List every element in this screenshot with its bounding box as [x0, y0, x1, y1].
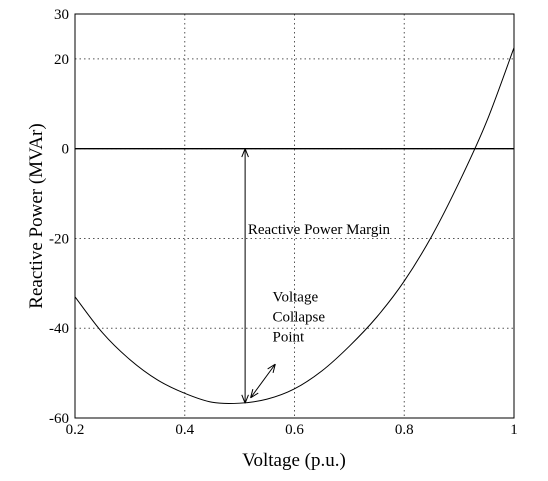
- y-tick-label: -60: [49, 411, 69, 427]
- x-tick-label: 0.2: [66, 422, 85, 438]
- collapse-arrow-tail-head: [250, 388, 254, 398]
- collapse-arrow-tail-head: [250, 392, 259, 399]
- x-tick-label: 1: [510, 422, 518, 438]
- annotation-text: Point: [273, 330, 306, 346]
- annotations: Reactive Power Margin Voltage Collapse Poin…: [248, 222, 391, 346]
- plot-frame: [74, 13, 515, 419]
- y-tick-label: -20: [49, 231, 69, 247]
- plot-area: [75, 14, 514, 418]
- annotation-text: Collapse: [273, 309, 326, 325]
- x-axis-label: Voltage (p.u.): [242, 450, 346, 471]
- margin-arrow-head-top: [241, 148, 246, 158]
- annotation-text: Reactive Power Margin: [248, 222, 391, 238]
- collapse-arrow-head: [267, 363, 276, 370]
- y-tick-label: 20: [54, 52, 69, 68]
- series-group: [74, 47, 515, 405]
- margin-arrow-head-bottom: [241, 394, 246, 404]
- x-tick-label: 0.4: [175, 422, 194, 438]
- series-line: [74, 47, 515, 405]
- collapse-arrow-shaft: [250, 363, 276, 399]
- margin-arrow-head-top: [244, 148, 249, 158]
- arrows: [241, 148, 276, 404]
- y-tick-label: -40: [49, 321, 69, 337]
- collapse-arrow-head: [272, 364, 276, 373]
- y-tick-label: 30: [54, 7, 69, 23]
- tick-labels: 0.2 0.4 0.6 0.8 1 -60 -40 -20 0 20 30: [49, 7, 518, 438]
- x-tick-label: 0.6: [285, 422, 304, 438]
- y-tick-label: 0: [62, 142, 70, 158]
- margin-arrow-head-bottom: [244, 394, 249, 404]
- annotation-text: Voltage: [273, 289, 319, 305]
- y-axis-label: Reactive Power (MVAr): [26, 123, 47, 308]
- x-tick-label: 0.8: [395, 422, 414, 438]
